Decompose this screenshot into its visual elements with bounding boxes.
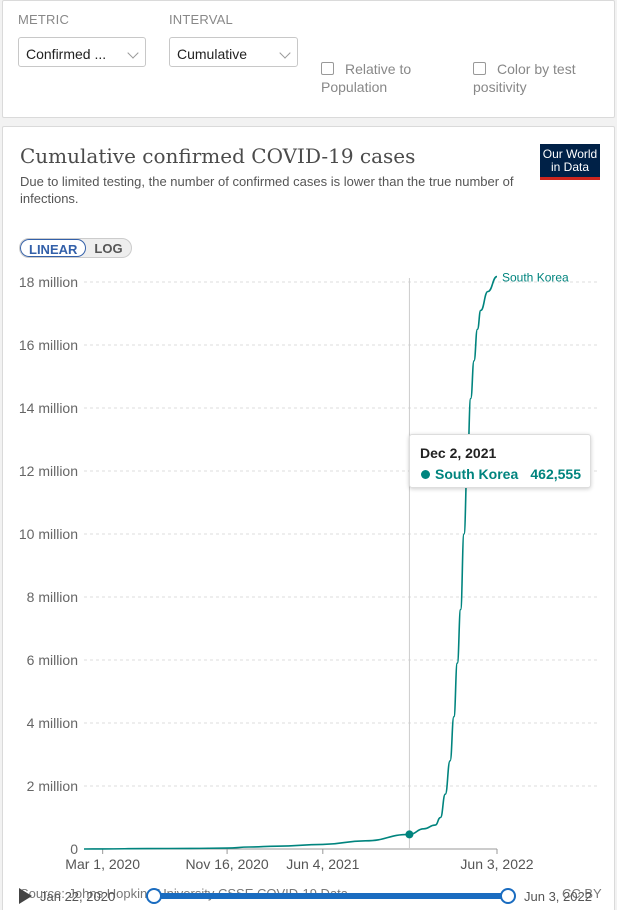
metric-value: Confirmed ... [26,46,107,62]
checkbox-box[interactable] [321,62,334,75]
log-scale-button[interactable]: LOG [94,241,123,256]
timeline-end-handle[interactable] [500,888,516,904]
y-tick-label: 12 million [19,463,78,479]
series-label: South Korea [502,271,569,285]
tooltip-series-name: South Korea [435,466,519,482]
tooltip-date: Dec 2, 2021 [420,445,497,461]
x-tick-label: Mar 1, 2020 [65,856,140,872]
metric-select[interactable]: Confirmed ... [18,37,146,67]
owid-logo[interactable]: Our World in Data [540,144,600,180]
metric-label: METRIC [18,12,70,27]
series-dot-icon [421,470,430,479]
chart-title: Cumulative confirmed COVID-19 cases [20,144,416,168]
hover-tooltip: Dec 2, 2021 South Korea 462,555 [409,434,591,488]
hover-point [405,830,414,839]
x-tick-label: Jun 4, 2021 [286,856,359,872]
y-tick-label: 10 million [19,526,78,542]
y-tick-label: 16 million [19,337,78,353]
y-tick-label: 4 million [27,715,78,731]
scale-toggle: LINEAR LOG [19,238,132,258]
timeline-start-handle[interactable] [146,888,162,904]
license-text[interactable]: CC BY [562,886,602,901]
y-tick-label: 14 million [19,400,78,416]
relative-to-population-label: Relative to Population [321,61,412,95]
y-tick-label: 6 million [27,652,78,668]
y-tick-label: 2 million [27,778,78,794]
x-tick-label: Jun 3, 2022 [460,856,533,872]
color-by-test-positivity-label: Color by test positivity [473,61,576,95]
play-icon[interactable] [19,888,32,904]
logo-line1: Our World [542,147,598,161]
series-line [83,275,498,850]
y-tick-label: 18 million [19,274,78,290]
timeline-track[interactable] [153,893,508,899]
footer: Source: Johns Hopkins University CSSE CO… [0,884,617,910]
timeline-start-label: Jan 22, 2020 [40,889,116,904]
checkbox-box[interactable] [473,62,486,75]
timeline-end-label: Jun 3, 2022 [524,889,592,904]
interval-select[interactable]: Cumulative [169,37,298,67]
y-tick-label: 8 million [27,589,78,605]
y-tick-label: 0 [70,841,78,857]
x-tick-label: Nov 16, 2020 [185,856,268,872]
chart-subtitle: Due to limited testing, the number of co… [20,174,514,206]
tooltip-value: 462,555 [530,466,581,482]
color-by-test-positivity-checkbox[interactable]: Color by test positivity [473,60,593,96]
controls-panel: METRIC Confirmed ... INTERVAL Cumulative… [2,0,615,118]
logo-line2: in Data [550,160,590,174]
linear-scale-button[interactable]: LINEAR [20,239,87,257]
relative-to-population-checkbox[interactable]: Relative to Population [321,60,441,96]
interval-label: INTERVAL [169,12,233,27]
interval-value: Cumulative [177,46,248,62]
